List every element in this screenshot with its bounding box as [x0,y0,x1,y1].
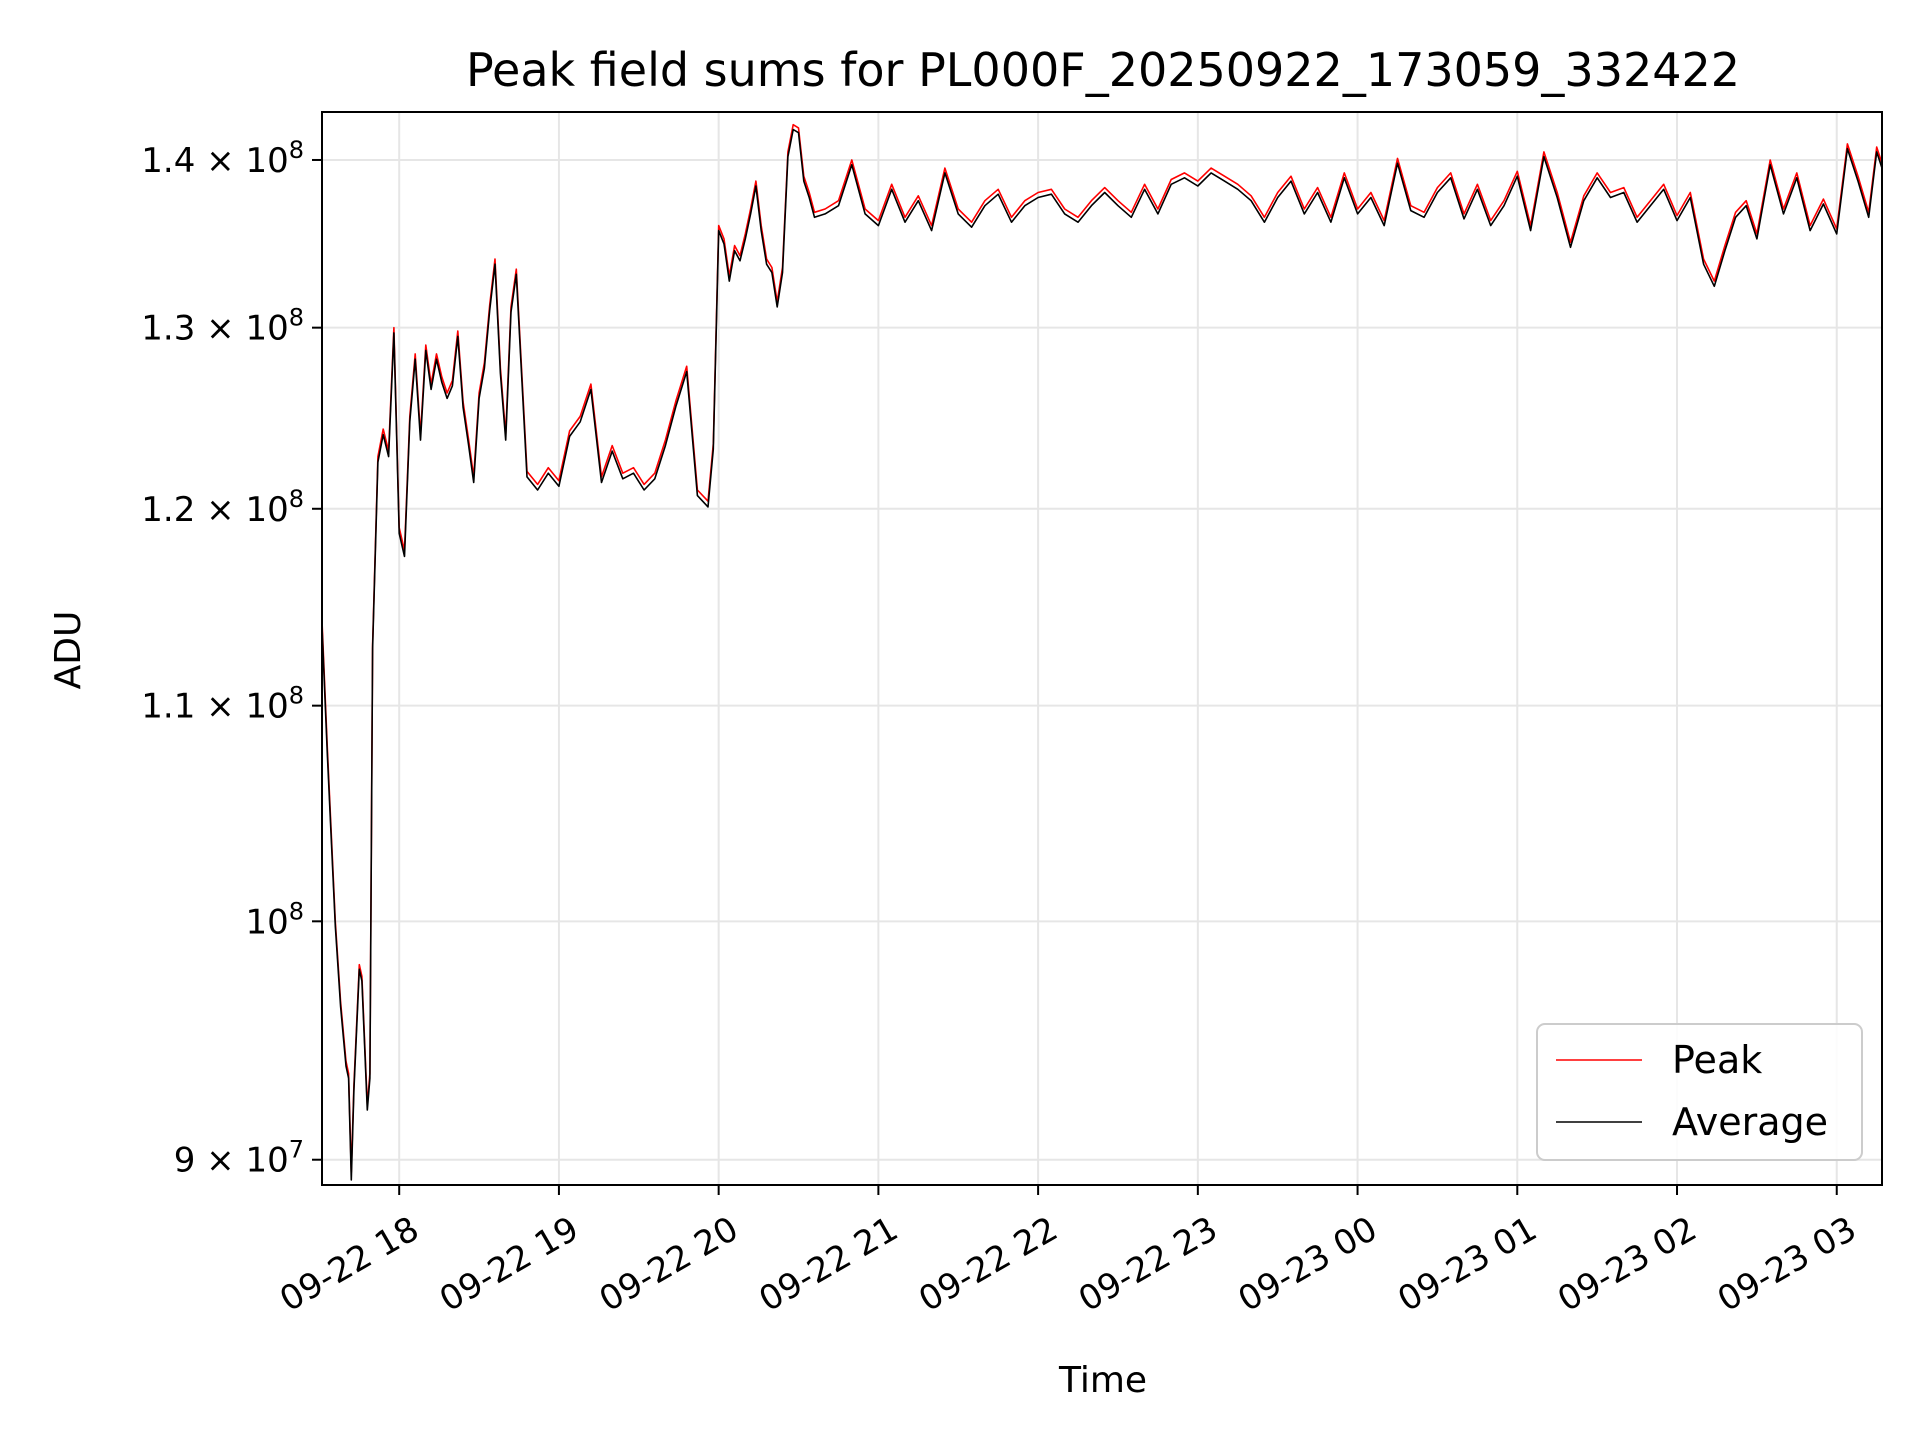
y-tick-label: 1.1 × 108 [141,682,304,727]
legend-label-average: Average [1672,1100,1828,1144]
legend: Peak Average [1536,1023,1863,1161]
y-axis-label: ADU [48,611,89,690]
x-axis-label: Time [1058,1360,1147,1401]
y-tick-label: 108 [245,897,304,942]
y-axis: 9 × 107 108 1.1 × 108 1.2 × 108 1.3 × 108 1.4… [141,136,322,1181]
y-tick-label: 1.2 × 108 [141,485,304,530]
grid [322,112,1882,1185]
series-line-average [321,128,1883,1181]
legend-box [1536,1023,1863,1161]
plot-lines [321,123,1883,1181]
chart-title: Peak field sums for PL000F_20250922_1730… [466,43,1740,97]
plot-frame [321,111,1883,1186]
y-tick-label: 9 × 107 [174,1136,304,1181]
series-line-peak [321,123,1883,1174]
legend-label-peak: Peak [1672,1038,1762,1082]
y-tick-label: 1.4 × 108 [141,136,304,181]
y-tick-label: 1.3 × 108 [141,304,304,349]
